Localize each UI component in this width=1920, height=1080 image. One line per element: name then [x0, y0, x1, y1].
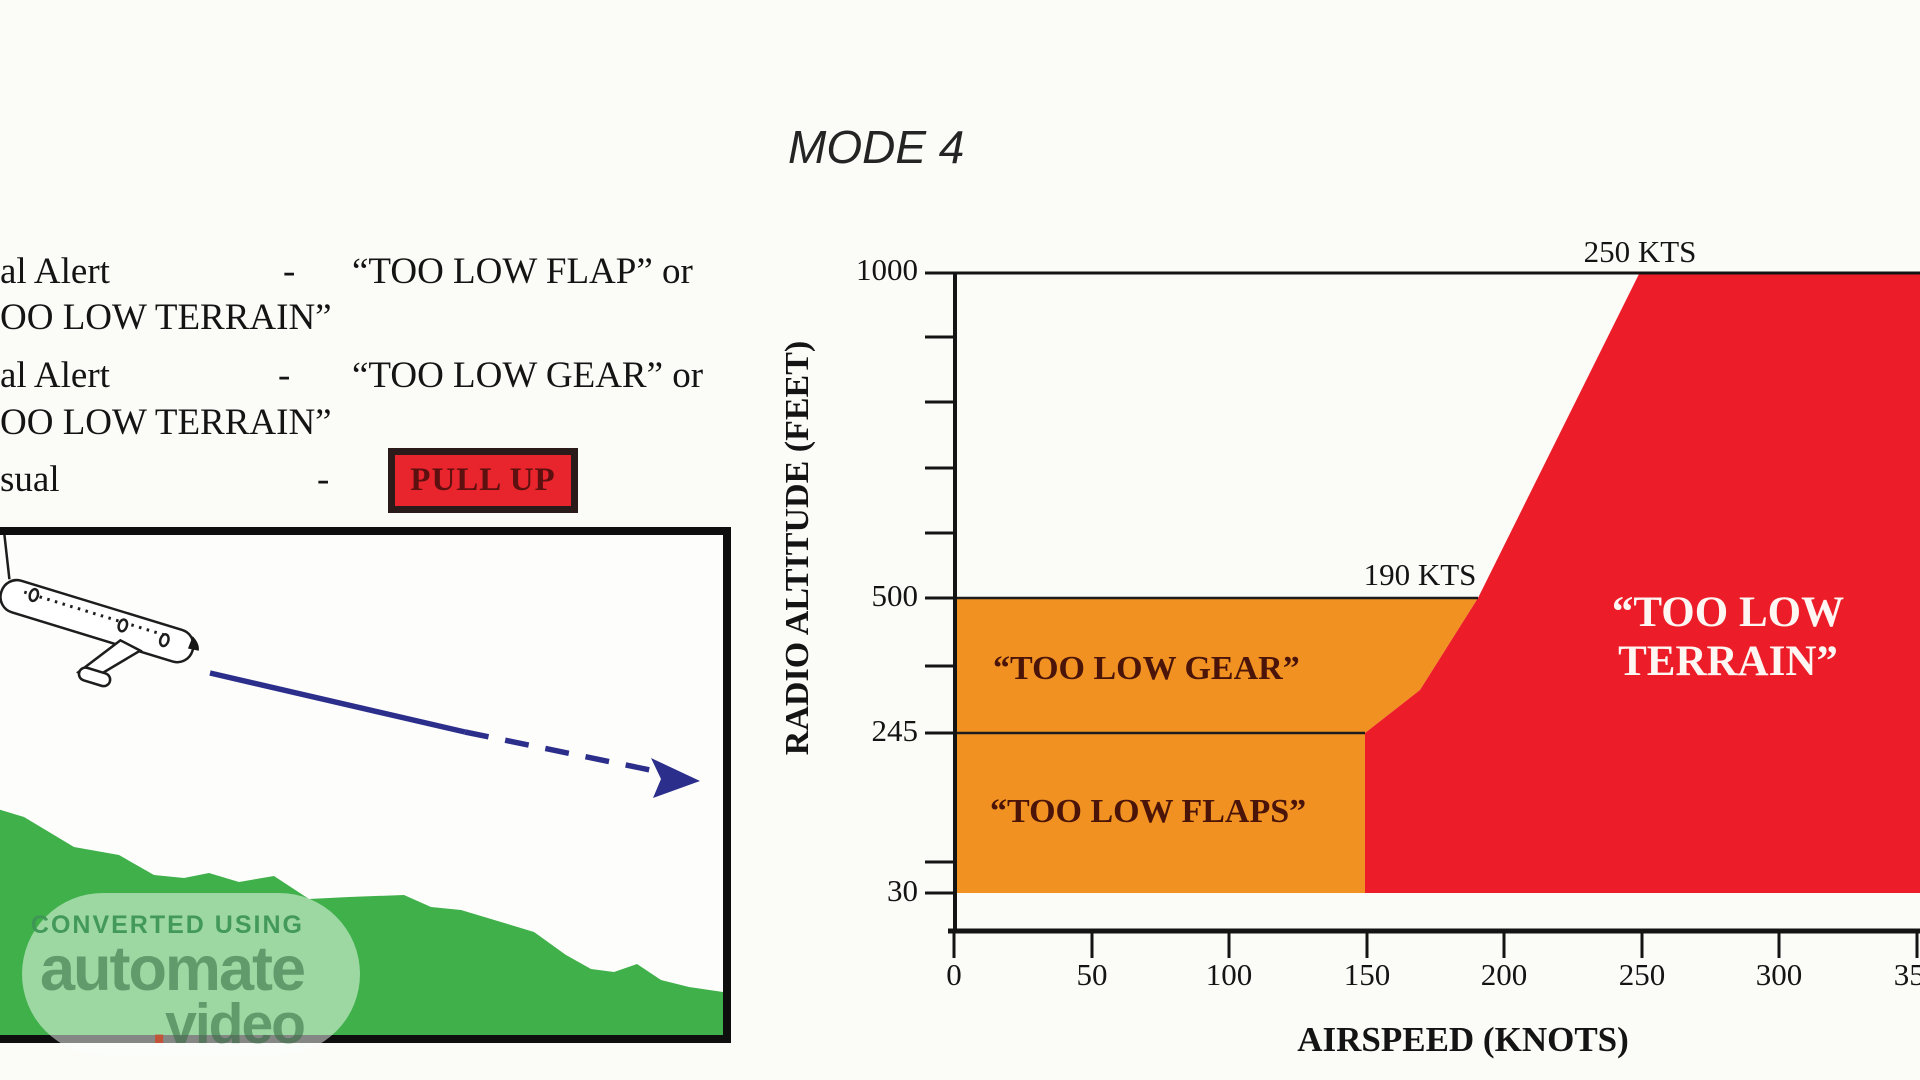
terrain-label-line1: “TOO LOW [1611, 589, 1845, 636]
airplane-tailfin [0, 535, 11, 580]
x-tick-label-200: 200 [1480, 957, 1528, 992]
watermark-brand: automate [39, 934, 306, 1004]
airplane-door [28, 587, 40, 603]
region-terrain [1365, 272, 1920, 893]
airplane-cockpit [187, 636, 199, 651]
region-label-too-low-terrain: “TOO LOW TERRAIN” [1578, 588, 1878, 686]
y-tick-label-500: 500 [871, 578, 919, 613]
descent-path-dashed [464, 729, 661, 775]
arrowhead-icon [651, 758, 700, 798]
x-tick-label-250: 250 [1618, 957, 1666, 992]
region-label-too-low-gear: “TOO LOW GEAR” [993, 650, 1300, 687]
region-gear-flaps [955, 598, 1478, 893]
mode4-envelope-chart [925, 271, 1920, 958]
airplane-engine [77, 666, 112, 688]
y-axis-title: RADIO ALTITUDE (FEET) [779, 340, 816, 756]
watermark-brand-suffix: .video [22, 996, 306, 1053]
y-tick-label-30: 30 [887, 873, 918, 908]
alert-dash: - [278, 355, 291, 396]
airplane-icon [0, 535, 199, 688]
watermark-tagline: CONVERTED USING [30, 911, 304, 939]
alert-type-label: sual [0, 459, 60, 500]
pull-up-label: PULL UP [410, 462, 556, 498]
x-tick-label-300: 300 [1755, 957, 1803, 992]
alert-message: OO LOW TERRAIN” [0, 402, 332, 443]
region-label-too-low-flaps: “TOO LOW FLAPS” [990, 793, 1307, 830]
page-title: MODE 4 [788, 121, 965, 173]
airplane-fuselage [0, 578, 195, 664]
alert-message: “TOO LOW FLAP” or [352, 251, 693, 292]
alert-dash: - [283, 251, 296, 292]
x-tick-label-0: 0 [946, 957, 962, 992]
terrain-label-line2: TERRAIN” [1618, 638, 1838, 685]
alert-dash: - [317, 459, 330, 500]
alert-message: “TOO LOW GEAR” or [352, 355, 704, 396]
y-tick-label-1000: 1000 [856, 252, 918, 287]
x-tick-label-50: 50 [1076, 957, 1108, 992]
y-axis-ticks [925, 271, 955, 895]
descent-path-solid [209, 670, 466, 735]
alert-type-label: al Alert [0, 251, 110, 292]
airplane-door [117, 618, 129, 633]
x-tick-label-150: 150 [1343, 957, 1391, 992]
airplane-door [158, 633, 170, 648]
x-axis-ticks [952, 931, 1919, 958]
watermark-suffix-text: video [165, 992, 306, 1056]
airplane-windows [23, 590, 165, 637]
descent-path-arrow [209, 670, 700, 798]
x-tick-label-350: 350 [1893, 957, 1920, 992]
pull-up-warning-badge: PULL UP [388, 448, 578, 513]
speed-annotation-190kts: 190 KTS [1363, 557, 1477, 592]
watermark-dot: . [151, 992, 167, 1056]
y-tick-label-245: 245 [871, 713, 919, 748]
alert-message: OO LOW TERRAIN” [0, 297, 332, 338]
watermark-badge: CONVERTED USING automate .video [22, 893, 360, 1055]
x-axis-title: AIRSPEED (KNOTS) [1297, 1020, 1629, 1059]
alert-type-label: al Alert [0, 355, 110, 396]
x-tick-label-100: 100 [1205, 957, 1253, 992]
speed-annotation-250kts: 250 KTS [1583, 234, 1697, 269]
